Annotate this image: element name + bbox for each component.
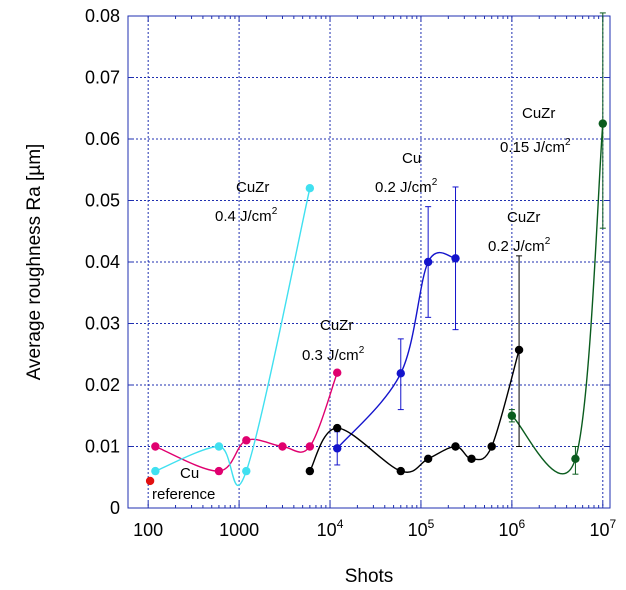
series-3-point (451, 442, 460, 451)
series-1-line (155, 188, 311, 487)
annotation-cuzr-04-fluence: 0.4 J/cm2 (215, 206, 278, 225)
series-0-point (242, 436, 251, 445)
series-3-point (514, 345, 524, 355)
series-3-point (467, 454, 476, 463)
series-3-line (309, 349, 520, 473)
grid-lines (128, 16, 610, 508)
annotations: CuZr 0.4 J/cm2 CuZr 0.3 J/cm2 Cu 0.2 J/c… (152, 105, 571, 503)
series-3-point (396, 466, 405, 476)
x-tick-label: 107 (589, 517, 616, 540)
series-2-point (396, 369, 405, 378)
series-2-line (336, 251, 456, 449)
series-5-point (145, 476, 155, 486)
annotation-cuzr-02-fluence: 0.2 J/cm2 (488, 236, 551, 255)
series-3-point (333, 423, 342, 433)
series-3-point (423, 454, 433, 463)
y-tick-label: 0.01 (85, 437, 120, 457)
y-tick-label: 0.07 (85, 68, 120, 88)
x-tick-label: 1000 (219, 520, 259, 540)
y-tick-label: 0.08 (85, 6, 120, 26)
annotation-cuzr-02-name: CuZr (507, 209, 540, 226)
error-bars (334, 12, 606, 475)
series-4-point (598, 119, 608, 128)
y-axis-title: Average roughness Ra [µm] (24, 144, 45, 381)
x-axis-title: Shots (345, 566, 394, 587)
annotation-cuzr-015-name: CuZr (522, 105, 555, 122)
y-tick-label: 0.04 (85, 252, 120, 272)
series-1-point (305, 184, 315, 193)
annotation-cuzr-03-fluence: 0.3 J/cm2 (302, 345, 365, 364)
annotation-cu-reference-name: Cu (180, 465, 199, 482)
series-0-point (333, 368, 342, 377)
y-tick-label: 0.06 (85, 129, 120, 149)
x-tick-label: 106 (499, 517, 526, 540)
x-tick-label: 105 (408, 517, 435, 540)
y-tick-label: 0.03 (85, 314, 120, 334)
y-tick-label: 0 (110, 498, 120, 518)
series-2-point (333, 444, 342, 453)
annotation-cu-reference-label: reference (152, 486, 215, 503)
series-3-point (305, 466, 315, 476)
x-tick-label: 100 (133, 520, 163, 540)
annotation-cuzr-015-fluence: 0.15 J/cm2 (500, 137, 571, 156)
y-tick-label: 0.02 (85, 375, 120, 395)
series-3-point (487, 442, 496, 451)
series-0-point (214, 466, 224, 476)
series-curves (155, 123, 604, 487)
series-2-point (451, 254, 460, 263)
series-1-point (151, 466, 160, 476)
axis-ticks: 0 0.01 0.02 0.03 0.04 0.05 0.06 0.07 0.08 100 1000… (85, 6, 617, 540)
series-1-point (214, 442, 224, 451)
series-0-line (155, 372, 338, 472)
series-0-point (278, 442, 287, 451)
series-0-point (151, 442, 160, 451)
annotation-cuzr-04-name: CuZr (236, 179, 269, 196)
annotation-cu-02-name: Cu (402, 150, 421, 167)
data-points (145, 119, 608, 486)
series-4-point (571, 454, 580, 463)
series-4-point (507, 411, 517, 420)
series-0-point (305, 442, 315, 451)
series-2-point (423, 257, 433, 267)
y-tick-label: 0.05 (85, 191, 120, 211)
annotation-cu-02-fluence: 0.2 J/cm2 (375, 177, 438, 196)
series-4-line (511, 123, 604, 475)
annotation-cuzr-03-name: CuZr (320, 317, 353, 334)
x-tick-label: 104 (317, 517, 344, 540)
series-1-point (242, 466, 251, 476)
